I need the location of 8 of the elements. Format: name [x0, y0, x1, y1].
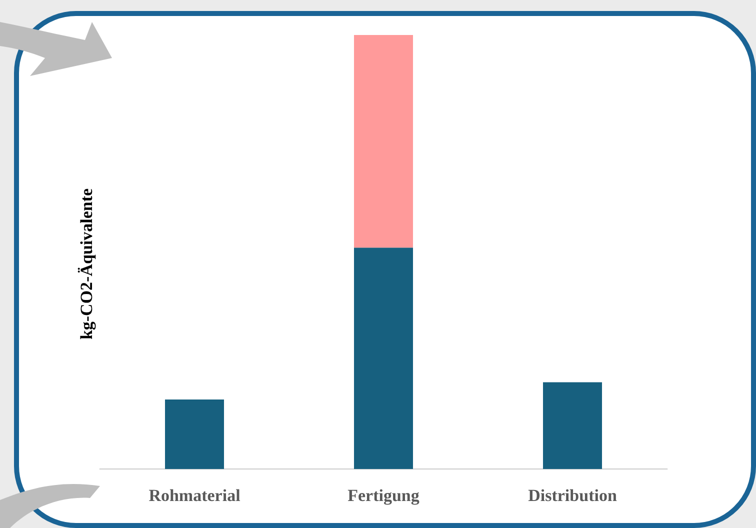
bar: [165, 400, 224, 469]
bar: [543, 382, 602, 469]
x-tick-label: Rohmaterial: [148, 486, 241, 505]
bar: [354, 248, 413, 469]
x-tick-label: Distribution: [528, 486, 618, 505]
bar: [354, 35, 413, 248]
x-tick-label: Fertigung: [348, 486, 420, 505]
y-axis-title: kg-CO2-Äquivalente: [77, 188, 96, 340]
